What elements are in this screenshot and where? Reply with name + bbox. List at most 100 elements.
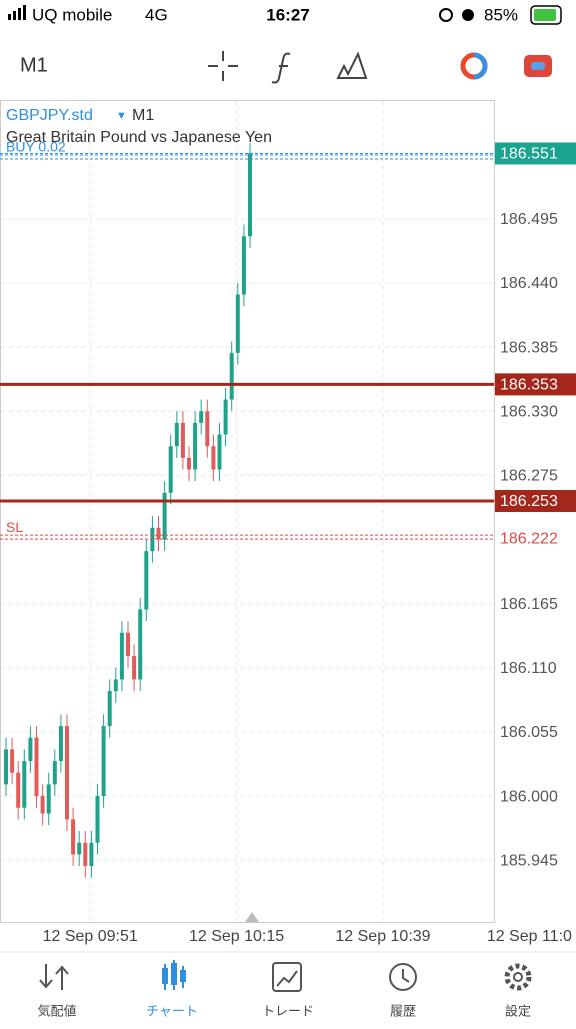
carrier: UQ mobile [32,5,112,24]
timeframe-button[interactable]: M1 [20,54,48,76]
y-tick-label: 186.165 [500,596,558,613]
lock-icon [439,8,453,22]
account-icon-inner [531,62,545,70]
candle-body [22,761,27,808]
chart-timeframe: M1 [132,107,154,124]
price-label-box [495,142,576,165]
candle-body [211,446,216,470]
alarm-icon [462,9,474,21]
candle-body [241,236,246,295]
candle-body [46,784,51,814]
candle-body [193,422,198,470]
quotes-icon [39,964,69,990]
candle-body [16,772,21,808]
battery [530,5,562,25]
trade-icon-half [473,52,488,80]
candle-body [95,796,100,843]
clock: 16:27 [266,5,309,24]
battery-level [534,9,556,21]
candle-body [162,492,167,540]
y-tick-label: 186.110 [500,660,557,677]
candle-body [235,294,240,353]
y-tick-label: 186.000 [500,788,558,805]
status-bar: UQ mobile 4G 16:27 85% [8,5,562,25]
candle-body [28,737,33,762]
scroll-marker [245,912,259,922]
bottom-nav: 気配値 チャート トレード 履歴 設定 [37,960,532,1018]
order-label: SL [6,519,23,535]
nav-item[interactable]: トレード [262,1003,314,1018]
symbol-description: Great Britain Pound vs Japanese Yen [6,129,272,146]
signal [13,11,16,20]
candle-body [187,457,191,470]
signal [23,5,26,20]
candle-body [205,411,210,447]
grid: 186.495 186.440 186.385 186.330 186.275 186.1… [1,101,572,945]
candle-body [107,691,112,727]
network: 4G [145,5,168,24]
candle-body [83,842,88,867]
candle-body [156,527,161,540]
signal [18,8,21,20]
y-tick-label: 186.275 [500,468,558,485]
candle-body [138,609,143,680]
history-icon [389,963,417,991]
trade-nav-icon [272,962,302,992]
x-tick-label: 12 Sep 11:0 [487,928,572,945]
chart-frame [0,100,495,923]
candle-body [10,749,15,773]
y-tick-label: 186.385 [500,339,558,356]
candle-body [58,726,63,762]
x-tick-label: 12 Sep 10:15 [189,928,284,945]
signal [8,14,11,20]
x-tick-label: 12 Sep 09:51 [43,928,138,945]
candle-body [34,737,39,797]
candle-body [71,819,76,855]
order-price: 186.222 [500,530,558,547]
crosshair-icon[interactable] [208,51,238,81]
nav-item[interactable]: 履歴 [390,1003,416,1018]
y-tick-label: 186.330 [500,403,558,420]
level-label-box [495,490,576,513]
settings-icon [504,963,532,991]
nav-item[interactable]: チャート [146,1003,198,1018]
candle-body [4,749,8,785]
candle-body [89,842,94,867]
candle-body [229,352,234,400]
level-label: 186.353 [500,377,558,394]
candle-body [144,551,149,610]
chart-icon [162,960,186,990]
history-hands [402,969,410,983]
nav-item[interactable]: 気配値 [37,1003,76,1018]
candles [4,142,252,878]
x-tick-label: 12 Sep 10:39 [335,928,430,945]
candle-body [52,761,57,785]
candle-body [119,632,124,680]
y-tick-label: 186.440 [500,275,558,292]
symbol-dropdown[interactable]: ▼ [116,110,127,122]
candle-body [174,422,179,447]
level-label-box [495,373,576,396]
y-tick-label: 186.055 [500,724,558,741]
toolbar: M1 [20,51,552,84]
trade-nav-line [276,970,298,987]
candle-body [40,796,45,814]
objects-icon[interactable] [336,51,368,79]
candle-body [217,434,222,470]
candle-body [180,422,185,458]
nav-item[interactable]: 設定 [505,1003,531,1018]
battery-percent: 85% [484,5,518,24]
candle-body [77,842,82,855]
indicator-icon[interactable] [271,52,291,84]
y-tick-label: 185.945 [500,852,558,869]
candle-body [65,726,69,820]
candle-body [223,399,228,435]
price-label: 186.551 [500,146,558,163]
candle-body [101,726,106,797]
candle-body [199,411,204,423]
y-tick-label: 186.495 [500,211,558,228]
symbol[interactable]: GBPJPY.std [6,107,93,124]
candle-body [132,656,137,680]
level-label: 186.253 [500,493,558,510]
